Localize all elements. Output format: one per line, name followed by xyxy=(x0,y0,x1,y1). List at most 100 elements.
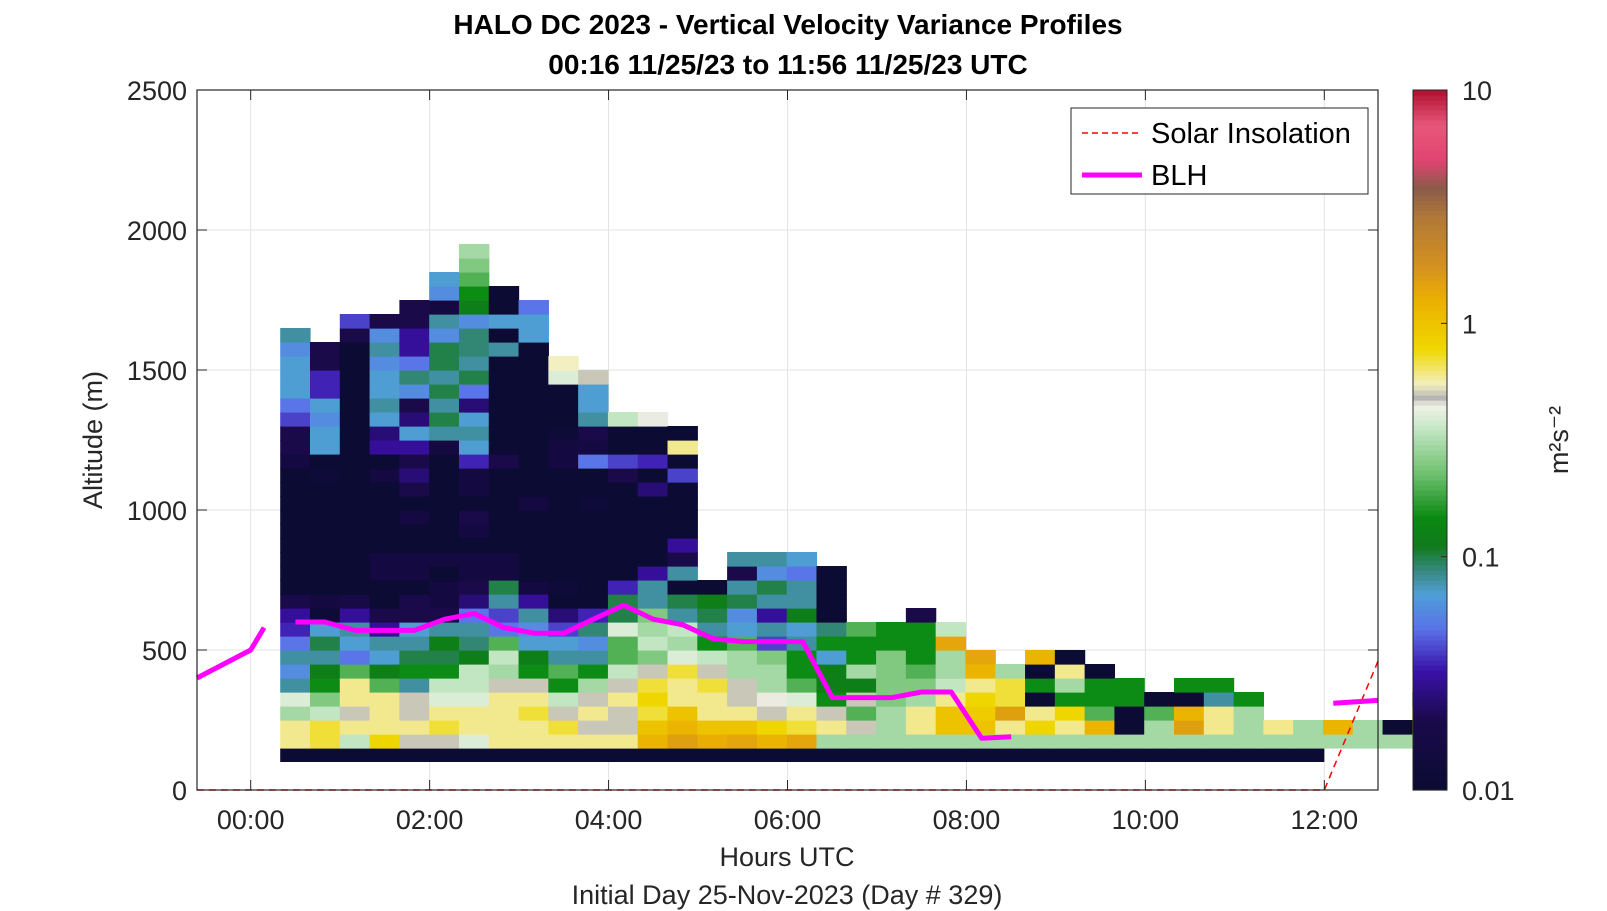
heatmap-cell xyxy=(280,594,311,609)
heatmap-cell xyxy=(935,664,967,679)
heatmap-cell xyxy=(280,720,311,735)
heatmap-cell xyxy=(399,594,430,609)
heatmap-cell xyxy=(697,706,728,721)
heatmap-cell xyxy=(1322,734,1354,749)
colorbar-band xyxy=(1413,530,1447,536)
colorbar-band xyxy=(1413,490,1447,496)
heatmap-cell xyxy=(518,524,549,539)
colorbar-band xyxy=(1413,190,1447,196)
colorbar-band xyxy=(1413,230,1447,236)
heatmap-cell xyxy=(1084,720,1116,735)
heatmap-cell xyxy=(578,706,609,721)
heatmap-cell xyxy=(458,286,490,301)
heatmap-cell xyxy=(399,706,430,721)
heatmap-cell xyxy=(458,384,490,399)
heatmap-cell xyxy=(1054,706,1086,721)
heatmap-cell xyxy=(458,328,490,343)
heatmap-cell xyxy=(1025,692,1056,707)
heatmap-cell xyxy=(667,496,698,511)
heatmap-cell xyxy=(667,706,698,721)
colorbar-band xyxy=(1413,445,1447,451)
heatmap-cell xyxy=(399,734,430,749)
colorbar-band xyxy=(1413,645,1447,651)
heatmap-cell xyxy=(488,468,520,483)
colorbar-band xyxy=(1413,500,1447,506)
colorbar-band xyxy=(1413,550,1447,556)
heatmap-cell xyxy=(458,692,490,707)
heatmap-cell xyxy=(876,720,907,735)
heatmap-cell xyxy=(429,454,460,469)
colorbar-band xyxy=(1413,690,1447,696)
heatmap-cell xyxy=(727,608,758,623)
heatmap-cell xyxy=(280,524,311,539)
heatmap-cell xyxy=(965,692,996,707)
heatmap-cell xyxy=(548,454,579,469)
heatmap-cell xyxy=(458,426,490,441)
heatmap-cell xyxy=(935,720,967,735)
heatmap-cell xyxy=(369,706,400,721)
heatmap-cell xyxy=(756,650,788,665)
heatmap-cell xyxy=(607,678,639,693)
blh-line xyxy=(195,626,267,681)
heatmap-cell xyxy=(339,566,371,581)
legend-label-blh: BLH xyxy=(1151,160,1207,192)
heatmap-cell xyxy=(578,622,609,637)
heatmap-cell xyxy=(578,608,609,623)
heatmap-cell xyxy=(816,664,847,679)
heatmap-cell xyxy=(518,510,549,525)
heatmap-cell xyxy=(339,734,371,749)
heatmap-cell xyxy=(369,356,400,371)
heatmap-cell xyxy=(369,524,400,539)
heatmap-cell xyxy=(458,440,490,455)
heatmap-cell xyxy=(607,622,639,637)
heatmap-cell xyxy=(578,664,609,679)
heatmap-cell xyxy=(637,734,669,749)
colorbar-band xyxy=(1413,600,1447,606)
heatmap-cell xyxy=(310,398,341,413)
heatmap-cell xyxy=(578,538,609,553)
heatmap-cell xyxy=(905,734,937,749)
heatmap-cell xyxy=(1054,678,1086,693)
heatmap-cell xyxy=(488,398,520,413)
heatmap-cell xyxy=(518,538,549,553)
heatmap-cell xyxy=(310,426,341,441)
heatmap-cell xyxy=(965,650,996,665)
heatmap-cell xyxy=(756,566,788,581)
heatmap-cell xyxy=(548,482,579,497)
heatmap-cell xyxy=(399,468,430,483)
heatmap-cell xyxy=(310,370,341,385)
heatmap-cell xyxy=(310,510,341,525)
heatmap-cell xyxy=(369,482,400,497)
heatmap-cell xyxy=(310,440,341,455)
heatmap-cell xyxy=(578,636,609,651)
heatmap-cell xyxy=(667,468,698,483)
colorbar-band xyxy=(1413,650,1447,656)
heatmap-cell xyxy=(667,482,698,497)
colorbar-band xyxy=(1413,340,1447,346)
heatmap-cell xyxy=(518,370,549,385)
colorbar-band xyxy=(1413,335,1447,341)
heatmap-cell xyxy=(667,566,698,581)
heatmap-cell xyxy=(310,608,341,623)
heatmap-cell xyxy=(369,454,400,469)
heatmap-cell xyxy=(876,622,907,637)
heatmap-cell xyxy=(905,678,937,693)
heatmap-cell xyxy=(1025,650,1056,665)
heatmap-cell xyxy=(578,440,609,455)
heatmap-cell xyxy=(310,384,341,399)
heatmap-cell xyxy=(607,552,639,567)
colorbar-band xyxy=(1413,665,1447,671)
heatmap-cell xyxy=(905,650,937,665)
colorbar-band xyxy=(1413,520,1447,526)
heatmap-cell xyxy=(816,636,847,651)
heatmap-cell xyxy=(399,342,430,357)
heatmap-cell xyxy=(637,720,669,735)
heatmap-cell xyxy=(697,608,728,623)
colorbar-band xyxy=(1413,160,1447,166)
heatmap-cell xyxy=(458,650,490,665)
chart-title: HALO DC 2023 - Vertical Velocity Varianc… xyxy=(453,9,1122,40)
heatmap-cell xyxy=(935,706,967,721)
heatmap-cell xyxy=(339,650,371,665)
heatmap-cell xyxy=(637,510,669,525)
colorbar-band xyxy=(1413,465,1447,471)
